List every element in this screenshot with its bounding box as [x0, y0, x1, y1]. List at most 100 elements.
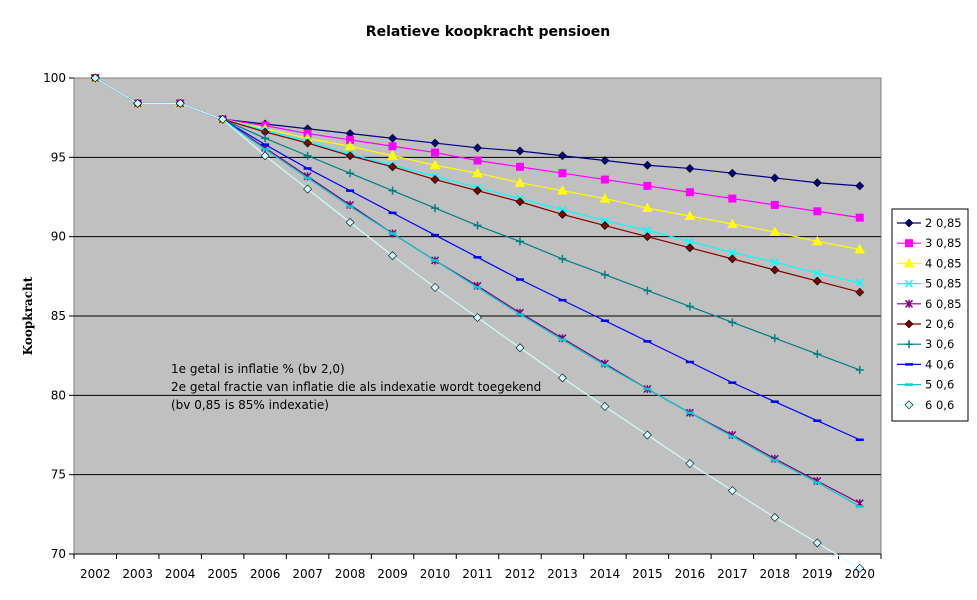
x-tick-label-17: 2019	[802, 567, 833, 581]
point-1-8	[431, 148, 440, 157]
point-5-5	[303, 138, 313, 148]
point-0-17	[812, 178, 822, 188]
x-tick-label-9: 2011	[462, 567, 493, 581]
y-axis: 70 75 80 85 90 95 100	[43, 71, 74, 561]
legend-marker-0	[904, 218, 914, 228]
legend-item-8: 5 0,6	[897, 378, 954, 392]
point-6-15	[728, 318, 737, 327]
y-tick-label-1: 75	[51, 468, 66, 482]
point-2-12	[599, 193, 611, 203]
point-9-17	[812, 538, 822, 548]
point-5-14	[685, 243, 695, 253]
x-tick-label-0: 2002	[80, 567, 111, 581]
legend-item-6: 3 0,6	[897, 337, 954, 351]
point-6-12	[600, 270, 609, 279]
point-2-9	[472, 167, 483, 178]
point-5-18	[855, 287, 865, 297]
x-tick-label-4: 2006	[250, 567, 281, 581]
point-9-5	[303, 184, 313, 194]
legend-item-3: 5 0,85	[897, 277, 962, 291]
point-0-10	[515, 146, 525, 156]
legend-label-7: 4 0,6	[925, 357, 954, 371]
x-tick-label-6: 2008	[335, 567, 366, 581]
legend-marker-1	[905, 239, 913, 248]
point-6-5	[303, 151, 312, 160]
point-9-4	[260, 151, 270, 161]
point-2-16	[769, 226, 781, 236]
point-2-11	[557, 185, 568, 195]
point-9-10	[515, 343, 525, 353]
point-0-15	[727, 168, 737, 178]
legend-item-7: 4 0,6	[897, 357, 954, 371]
point-9-1	[133, 98, 143, 108]
point-2-14	[684, 210, 696, 221]
point-5-12	[600, 221, 610, 230]
point-5-10	[515, 197, 525, 207]
legend-item-1: 3 0,85	[897, 236, 962, 250]
point-6-14	[685, 302, 694, 311]
point-1-15	[728, 194, 737, 203]
legend: 2 0,85 3 0,85 4 0,85 5 0,85 6 0,85 2 0,6 3 0,6…	[891, 208, 969, 422]
point-9-2	[175, 98, 185, 108]
legend-label-4: 6 0,85	[925, 297, 962, 311]
point-0-12	[600, 156, 610, 165]
point-9-18	[855, 563, 865, 573]
point-5-17	[812, 276, 822, 286]
point-9-9	[473, 313, 482, 323]
x-tick-label-15: 2017	[717, 567, 748, 581]
point-1-16	[770, 200, 779, 209]
legend-item-2: 4 0,85	[897, 256, 962, 270]
legend-item-9: 6 0,6	[897, 398, 954, 412]
point-2-18	[854, 243, 866, 254]
point-2-7	[387, 150, 398, 160]
legend-item-4: 6 0,85	[897, 297, 962, 311]
point-0-13	[642, 160, 652, 170]
series-9	[90, 73, 865, 573]
x-tick-label-3: 2005	[207, 567, 238, 581]
legend-label-3: 5 0,85	[925, 277, 962, 291]
point-6-16	[770, 334, 779, 343]
legend-marker-2	[903, 257, 915, 268]
point-9-0	[90, 73, 100, 83]
point-1-7	[388, 142, 397, 151]
y-tick-label-6: 100	[43, 71, 66, 85]
point-6-4	[261, 134, 270, 143]
point-0-14	[685, 164, 695, 173]
x-tick-label-2: 2004	[165, 567, 196, 581]
point-0-16	[770, 173, 780, 183]
point-9-15	[727, 486, 737, 495]
point-1-10	[515, 162, 524, 171]
point-5-15	[727, 254, 737, 264]
x-tick-label-5: 2007	[292, 567, 323, 581]
point-2-17	[811, 235, 823, 246]
x-tick-label-8: 2010	[420, 567, 451, 581]
point-2-8	[429, 159, 441, 170]
x-tick-label-11: 2013	[547, 567, 578, 581]
legend-label-2: 4 0,85	[925, 256, 962, 270]
point-5-6	[345, 151, 355, 161]
point-6-17	[813, 350, 822, 359]
legend-marker-6	[905, 340, 913, 349]
point-1-9	[473, 156, 482, 165]
legend-label-0: 2 0,85	[925, 216, 962, 230]
point-2-15	[726, 218, 738, 228]
y-tick-label-4: 90	[51, 230, 66, 244]
point-1-14	[685, 188, 694, 197]
point-5-11	[558, 210, 567, 219]
legend-marker-9	[904, 400, 914, 410]
point-3-18	[855, 278, 864, 287]
point-3-11	[558, 205, 567, 214]
point-0-18	[855, 181, 865, 191]
x-tick-label-10: 2012	[505, 567, 536, 581]
point-6-11	[558, 254, 567, 263]
y-tick-label-0: 70	[51, 547, 66, 561]
x-tick-label-12: 2014	[590, 567, 621, 581]
point-9-11	[558, 373, 567, 383]
x-tick-label-7: 2009	[377, 567, 408, 581]
point-3-17	[813, 269, 822, 278]
series-group	[89, 72, 866, 573]
legend-marker-3	[904, 279, 914, 288]
annotation-line-2: 2e getal fractie van inflatie die als in…	[171, 380, 541, 394]
legend-marker-4	[904, 299, 914, 308]
